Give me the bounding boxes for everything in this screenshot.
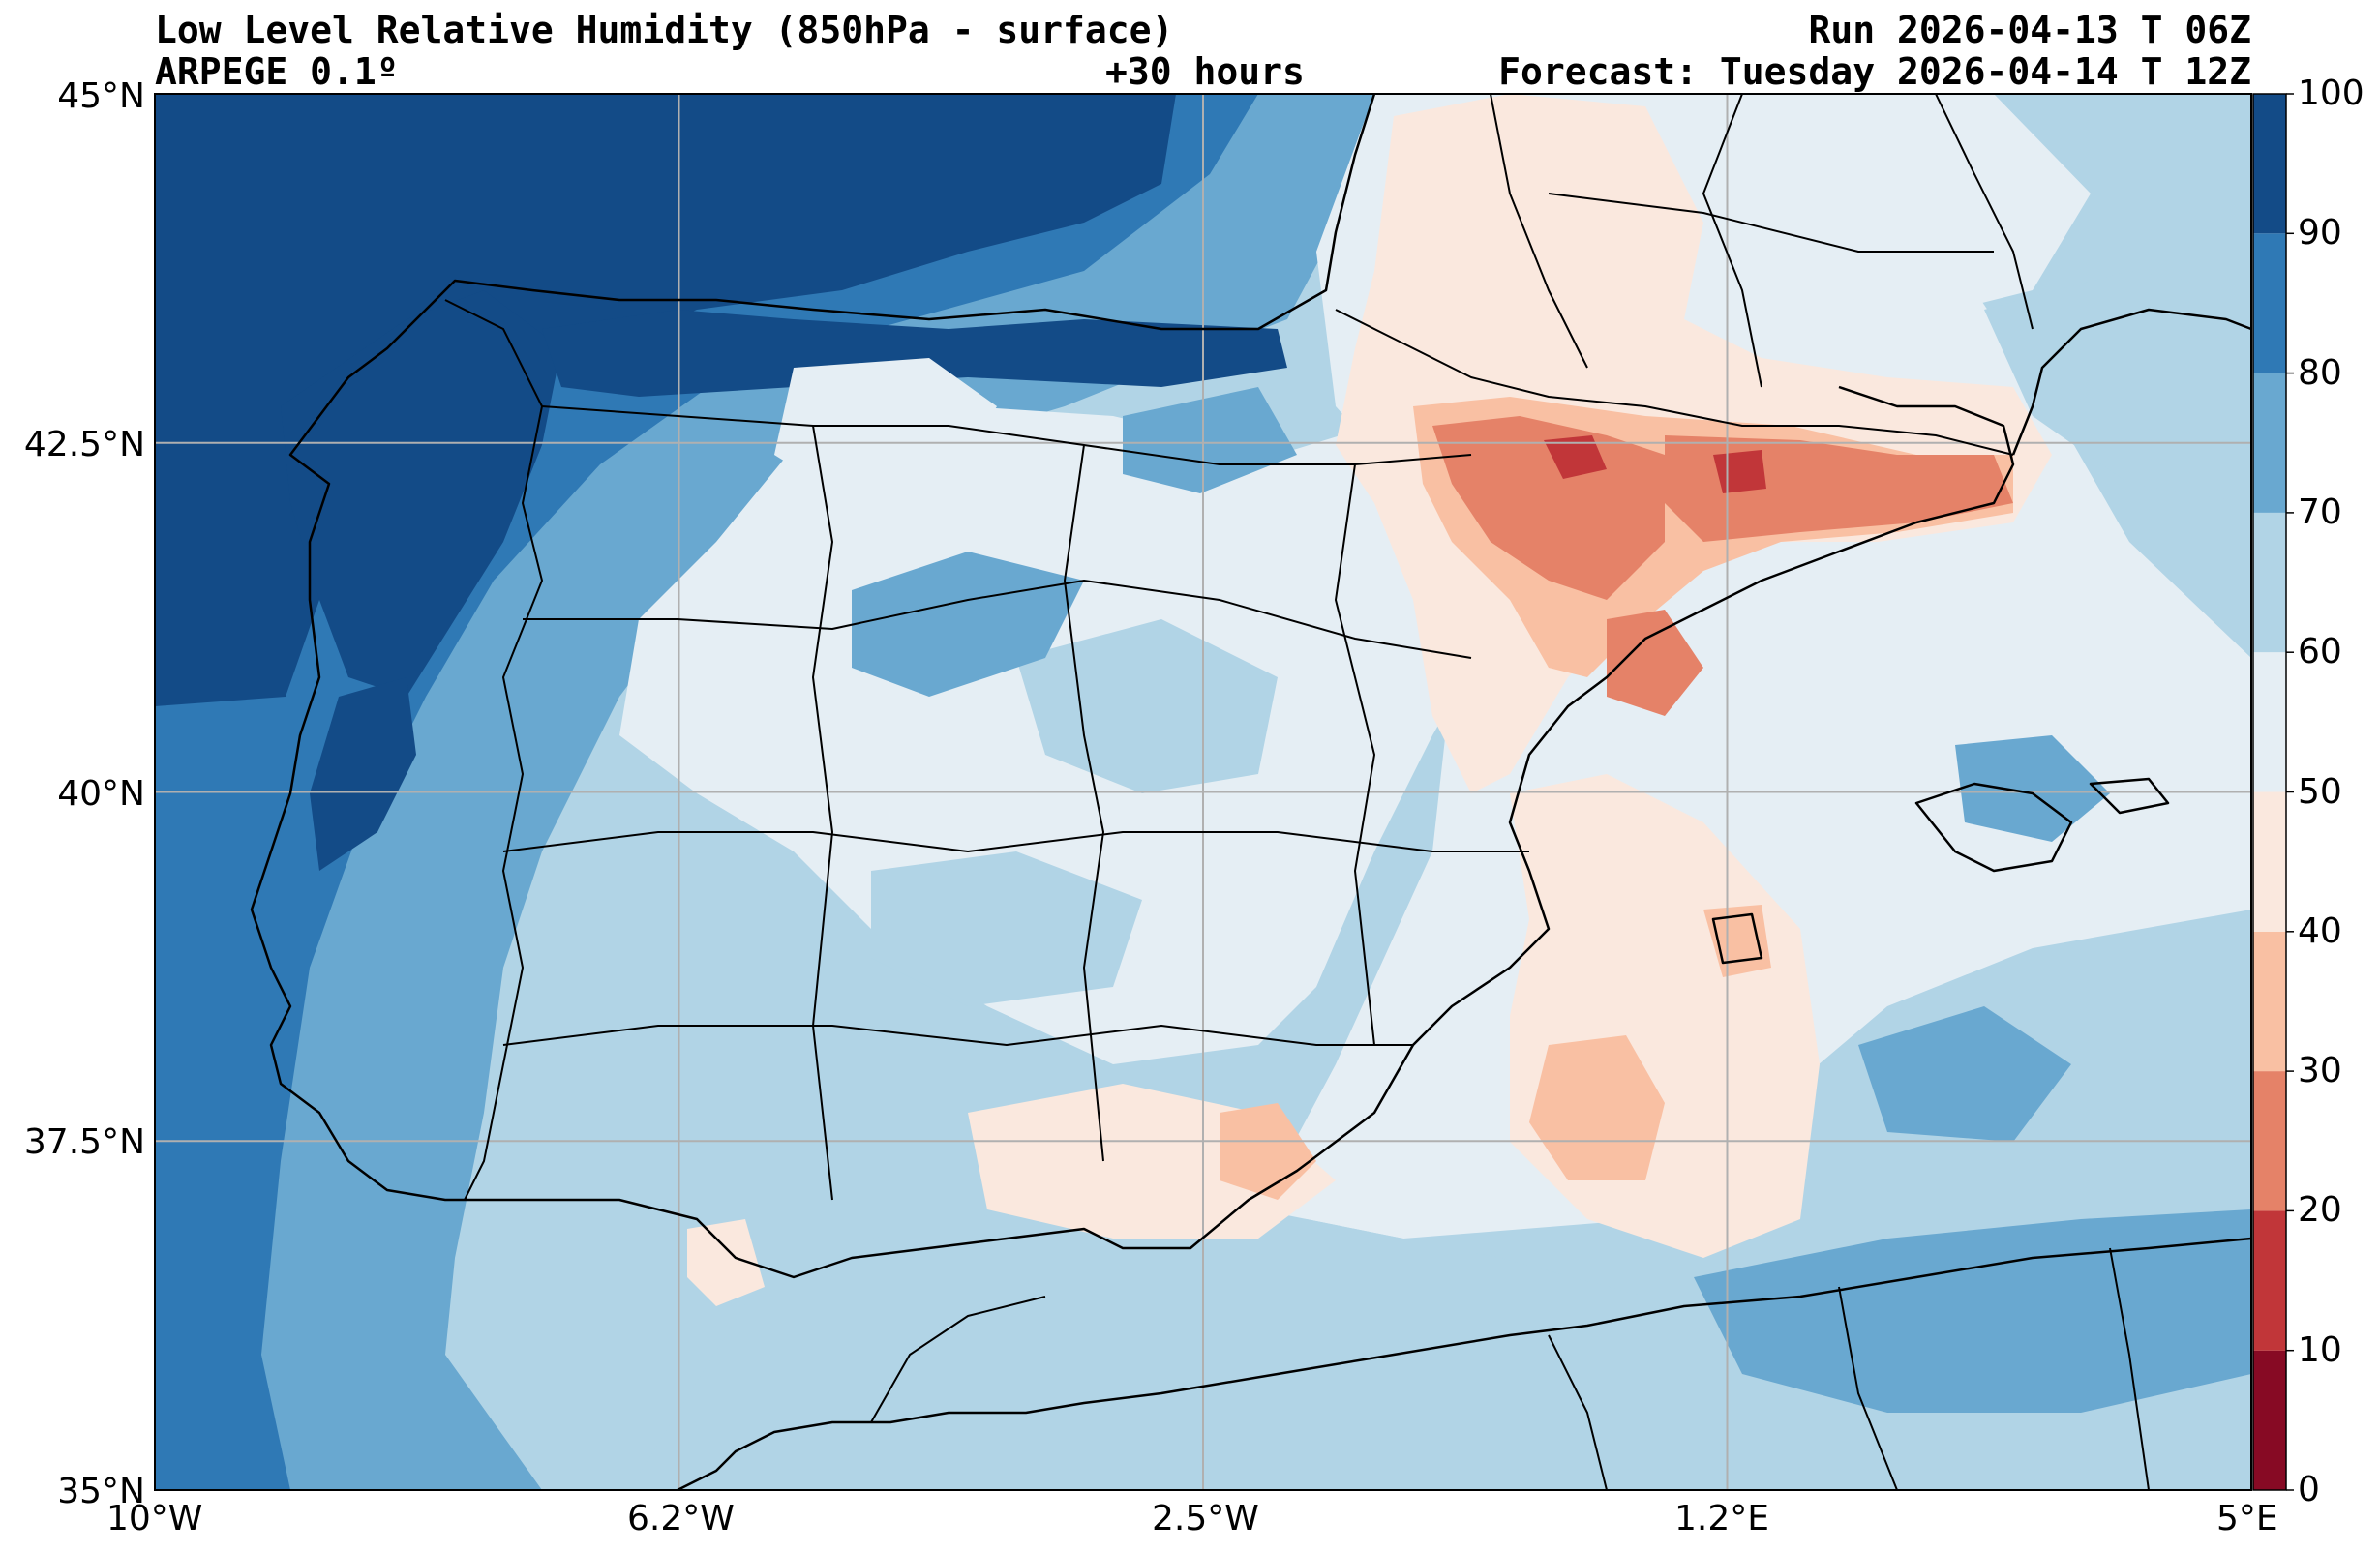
mallorca-coast [1914,782,2073,873]
field-huelva-dry-40-50 [687,1219,765,1306]
field-meseta-60-70-a [1016,619,1278,793]
region-line-6 [1064,444,1104,1162]
run-label: Run 2026-04-13 T 06Z [1808,9,2251,51]
colorbar-label: 30 [2298,1051,2342,1091]
lead-time-label: +30 hours [1105,50,1305,93]
region-line-4 [502,1025,1413,1046]
field-portugal-coast-90-100 [310,677,416,871]
lat-tick-40n: 40°N [57,774,145,814]
lon-tick-10w: 10°W [106,1499,203,1538]
colorbar-segment [2253,373,2286,513]
colorbar-segment [2253,512,2286,653]
region-line-11 [1548,193,1994,253]
lon-tick-2-5w: 2.5°W [1152,1499,1259,1538]
field-galicia-90-100 [281,290,561,697]
colorbar-label: 50 [2298,771,2342,812]
colorbar-segment [2253,1071,2286,1211]
colorbar-segment [2253,791,2286,932]
region-line-13 [1548,1334,1608,1491]
field-med-e-70-80 [1858,1006,2071,1142]
colorbar-segment [2253,652,2286,792]
field-cantabrian-90-100 [542,310,1287,397]
lon-tick-6-2w: 6.2°W [627,1499,735,1538]
colorbar-label: 0 [2298,1470,2320,1509]
lat-tick-45n: 45°N [57,76,145,116]
field-atlantic-90-100 [155,94,1176,706]
lat-tick-42-5n: 42.5°N [23,425,145,464]
menorca-coast [2089,777,2170,815]
colorbar-label: 20 [2298,1190,2342,1231]
field-murcia-30-40 [1220,1103,1316,1200]
coastlines [250,93,2252,1492]
field-maestrazgo-20-30 [1607,610,1703,716]
french-coastline [2011,308,2252,456]
lon-tick-5e: 5°E [2216,1499,2278,1538]
colorbar-label: 40 [2298,910,2342,951]
colorbar-label: 80 [2298,352,2342,393]
gridlines [155,94,2251,1490]
colorbar-segment [2253,931,2286,1072]
ibiza-coast [1711,912,1763,965]
france-spain-border [1335,309,2014,456]
region-line-9 [1702,93,1762,388]
region-line-14 [1838,1286,1898,1491]
forecast-label: Forecast: Tuesday 2026-04-14 T 12Z [1498,50,2251,93]
model-label: ARPEGE 0.1º [155,50,399,93]
region-line-7 [1335,463,1375,1046]
field-pyrenees-fr-50-60 [1645,94,2091,319]
field-ebro-20-30 [1432,416,1665,600]
colorbar-segment [2253,1350,2286,1490]
colorbar-label: 10 [2298,1329,2342,1370]
colorbar-segment [2253,233,2286,373]
colorbar-label: 60 [2298,632,2342,672]
field-alboran-60-70 [629,1200,1742,1490]
field-gulf-lion-60-70 [1984,271,2251,503]
admin-borders [444,93,2150,1491]
field-sierra-70-80 [1123,387,1297,493]
colorbar-label: 100 [2298,74,2365,113]
colorbar [2252,93,2294,1491]
region-line-8 [1490,93,1588,369]
lon-tick-1-2e: 1.2°E [1674,1499,1769,1538]
field-ebro-10-20 [1544,435,1607,479]
colorbar-label: 70 [2298,492,2342,532]
region-line-1 [541,405,1472,465]
region-line-10 [1935,93,2034,330]
humidity-field [155,94,2251,1490]
lat-tick-35n: 35°N [57,1472,145,1511]
field-iberic-70-80 [852,552,1084,697]
field-meseta-60-70-b [871,851,1142,1006]
african-coastline [677,1237,2252,1492]
field-north-meseta-50-60 [774,358,997,503]
colorbar-segment [2253,1210,2286,1351]
field-balearic-70-80 [1955,735,2110,842]
colorbar-label: 90 [2298,213,2342,254]
region-line-3 [502,831,1529,852]
colorbar-segment [2253,94,2286,234]
region-line-5 [812,425,833,1201]
region-line-2 [523,580,1472,659]
region-line-12 [870,1296,1046,1423]
iberian-coastline [250,93,2015,1279]
portugal-spain-border [444,299,543,1201]
lat-tick-37-5n: 37.5°N [23,1122,145,1162]
plot-frame [154,93,2252,1491]
map-title: Low Level Relative Humidity (850hPa - su… [155,9,1174,51]
field-valencia-30-40 [1529,1035,1665,1180]
region-line-15 [2109,1247,2150,1491]
